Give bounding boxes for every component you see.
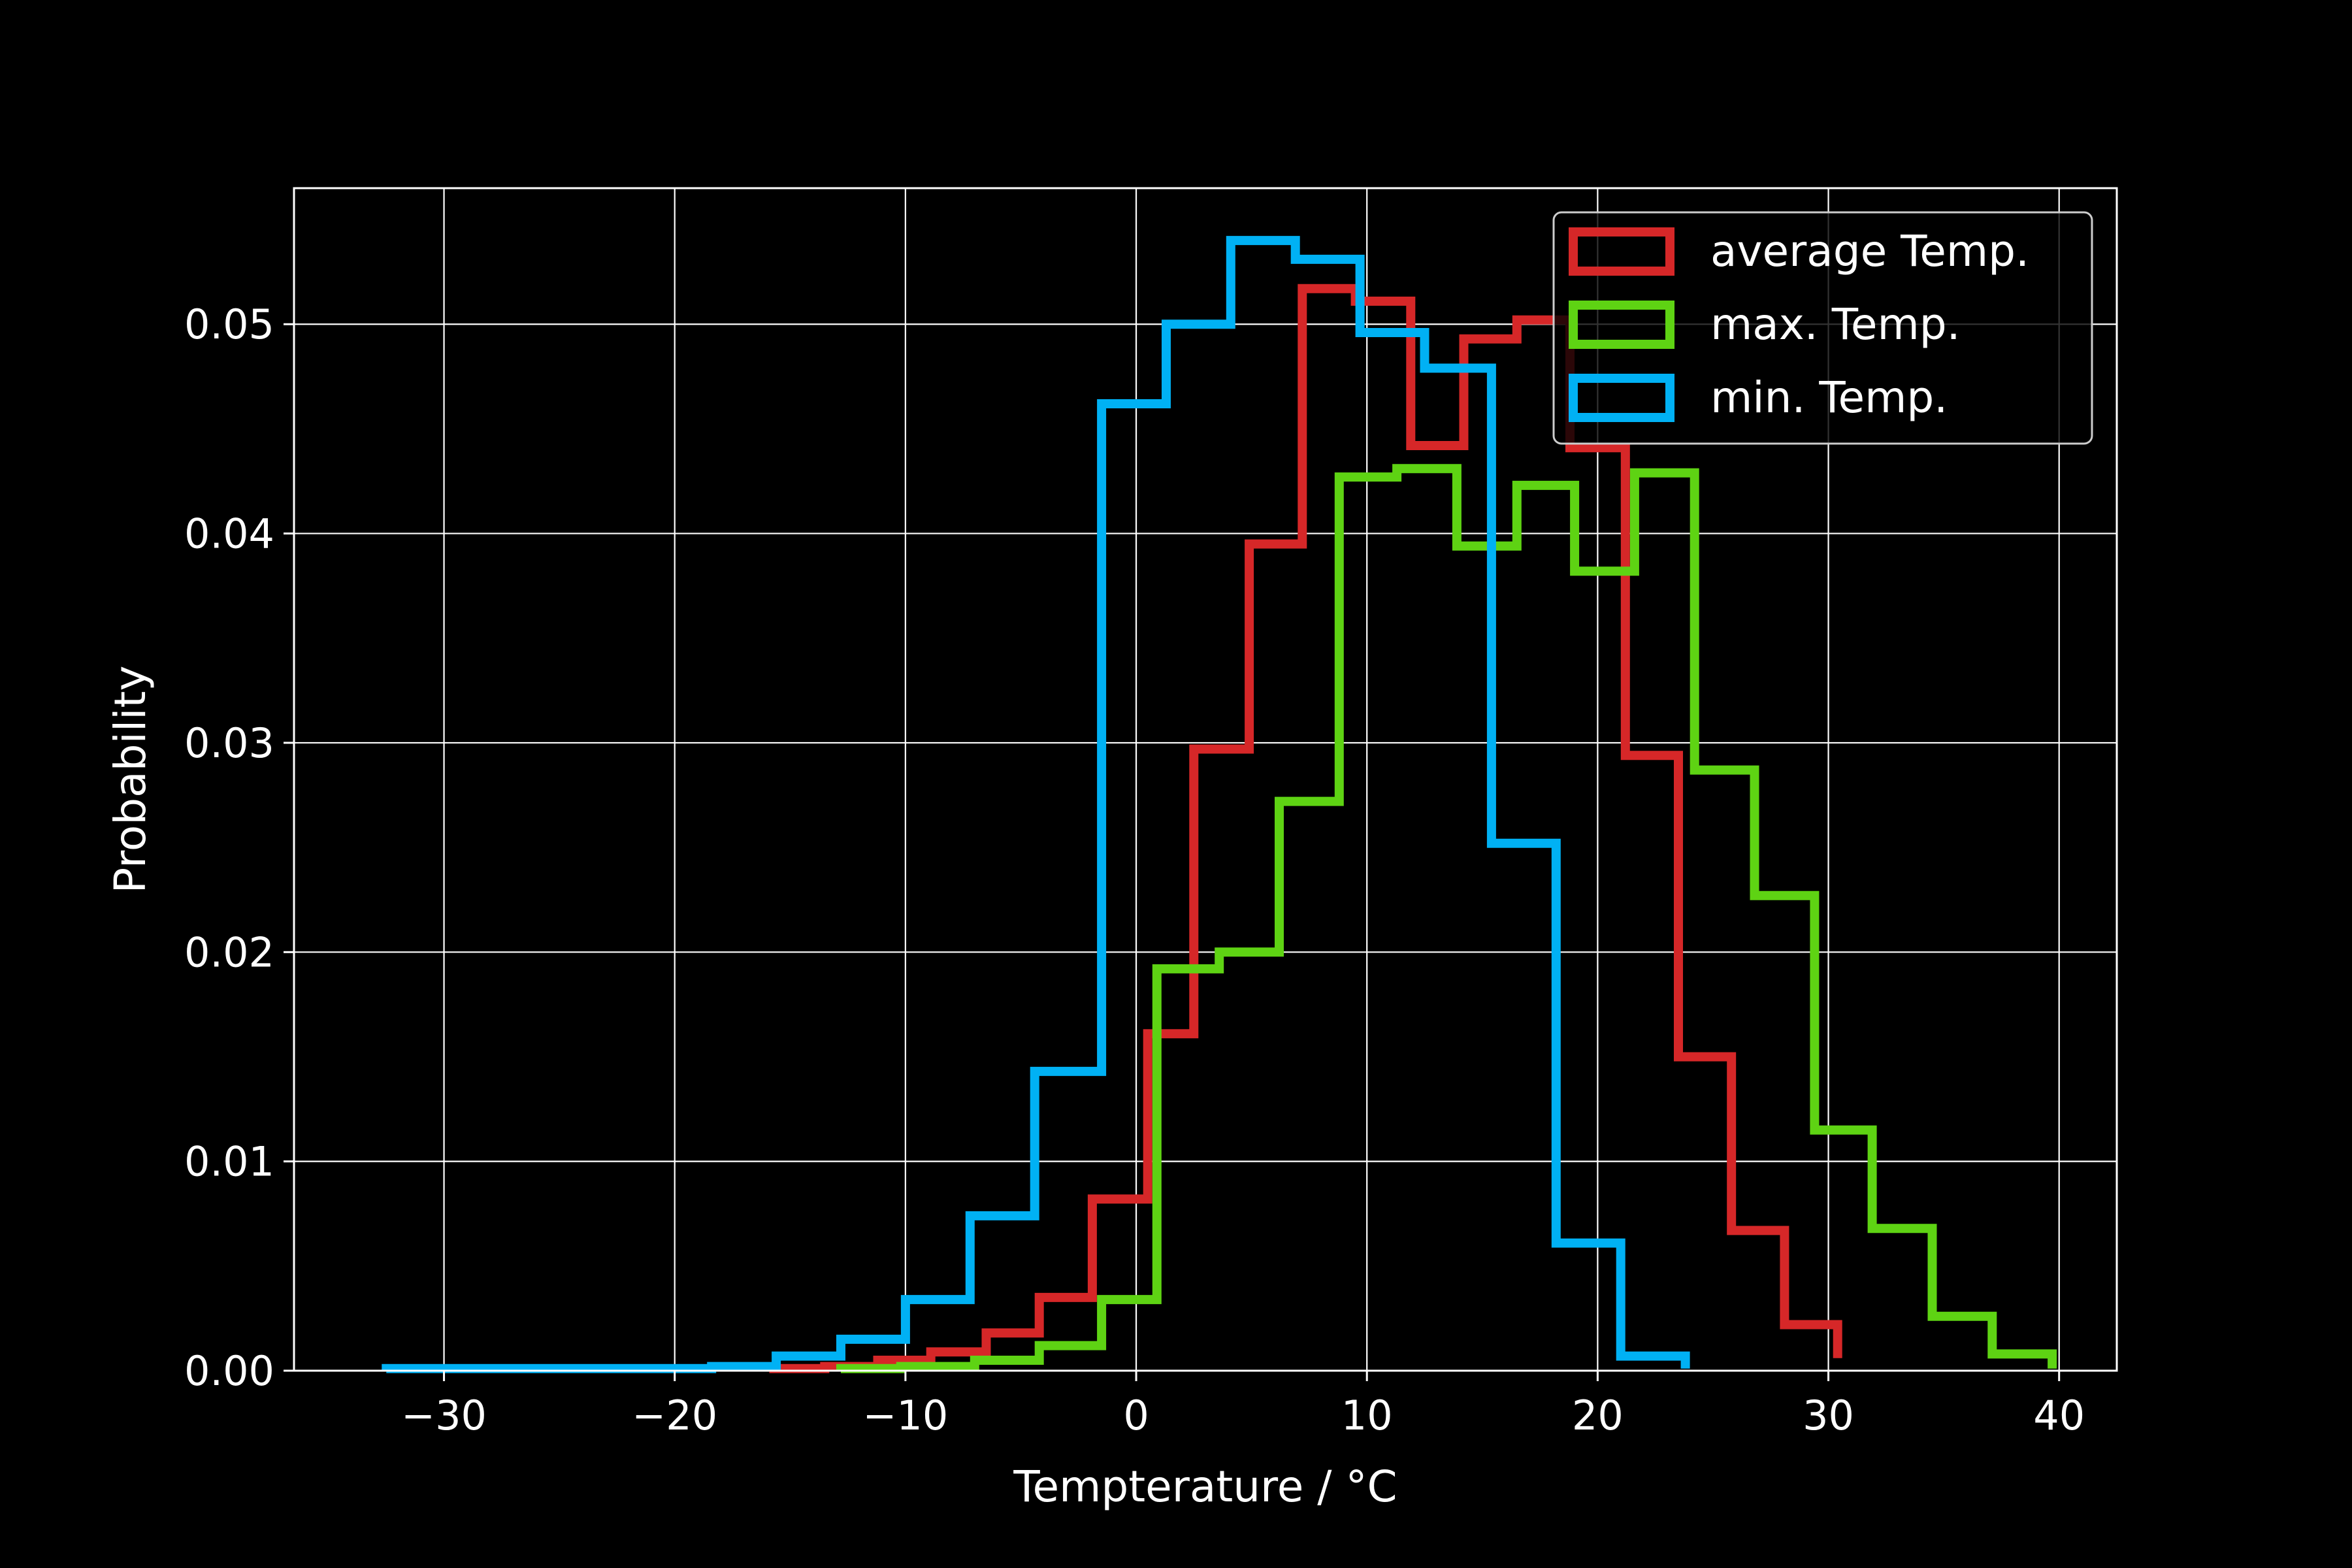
x-tick-label: 40: [2033, 1392, 2085, 1439]
legend: average Temp. max. Temp. min. Temp.: [1552, 211, 2093, 445]
legend-swatch: [1569, 374, 1674, 422]
x-tick-label: −30: [401, 1392, 487, 1439]
y-tick-label: 0.01: [184, 1138, 274, 1186]
y-tick-label: 0.05: [184, 301, 274, 348]
legend-swatch: [1569, 227, 1674, 276]
x-tick-label: −20: [632, 1392, 717, 1439]
x-tick-label: −10: [862, 1392, 948, 1439]
series-max-temp: [836, 464, 2057, 1373]
histogram-series: [382, 236, 2057, 1373]
x-tick-label: 10: [1341, 1392, 1393, 1439]
y-tick-label: 0.00: [184, 1347, 274, 1395]
series-average-temp: [764, 284, 1842, 1373]
legend-label: max. Temp.: [1710, 299, 1961, 350]
x-axis: −30 −20 −10 0 10 20 30 40: [401, 1371, 2085, 1439]
plot-frame: [293, 187, 2118, 1372]
legend-swatch: [1569, 301, 1674, 349]
y-tick-label: 0.03: [184, 719, 274, 767]
x-axis-label: Tempterature / °C: [1013, 1462, 1397, 1512]
series-min-temp: [382, 236, 1690, 1373]
y-tick-label: 0.04: [184, 510, 274, 558]
legend-label: min. Temp.: [1710, 372, 1948, 423]
x-tick-label: 20: [1572, 1392, 1624, 1439]
x-tick-label: 30: [1803, 1392, 1854, 1439]
y-tick-label: 0.02: [184, 928, 274, 976]
y-axis: 0.00 0.01 0.02 0.03 0.04 0.05: [184, 301, 294, 1395]
y-axis-label: Probability: [105, 666, 155, 894]
x-tick-label: 0: [1123, 1392, 1149, 1439]
legend-label: average Temp.: [1710, 226, 2029, 276]
legend-frame: [1552, 211, 2093, 445]
